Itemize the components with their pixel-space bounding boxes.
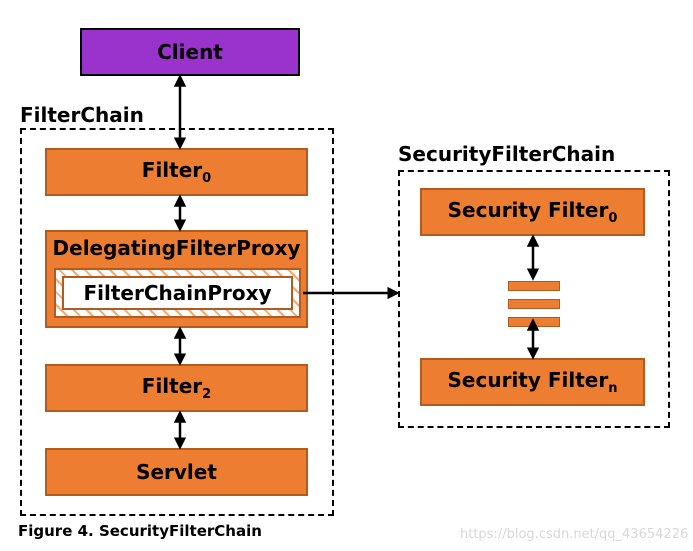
watermark-text: https://blog.csdn.net/qq_43654226: [460, 527, 688, 542]
securityfilterchain-title: SecurityFilterChain: [398, 142, 615, 166]
filter2-box: Filter2: [45, 364, 308, 412]
security-filter-n-box: Security Filtern: [420, 358, 645, 406]
filterchain-title: FilterChain: [20, 103, 144, 127]
servlet-box: Servlet: [45, 448, 308, 496]
ellipsis-bar: [508, 299, 560, 309]
filter0-box: Filter0: [45, 148, 308, 196]
figure-caption: Figure 4. SecurityFilterChain: [18, 522, 262, 540]
ellipsis-bar: [508, 317, 560, 327]
delegatingfilterproxy-title: DelegatingFilterProxy: [45, 230, 308, 266]
security-filter-0-box: Security Filter0: [420, 188, 645, 236]
filterchainproxy-box: FilterChainProxy: [62, 276, 293, 310]
client-box: Client: [80, 28, 300, 76]
ellipsis-bar: [508, 281, 560, 291]
